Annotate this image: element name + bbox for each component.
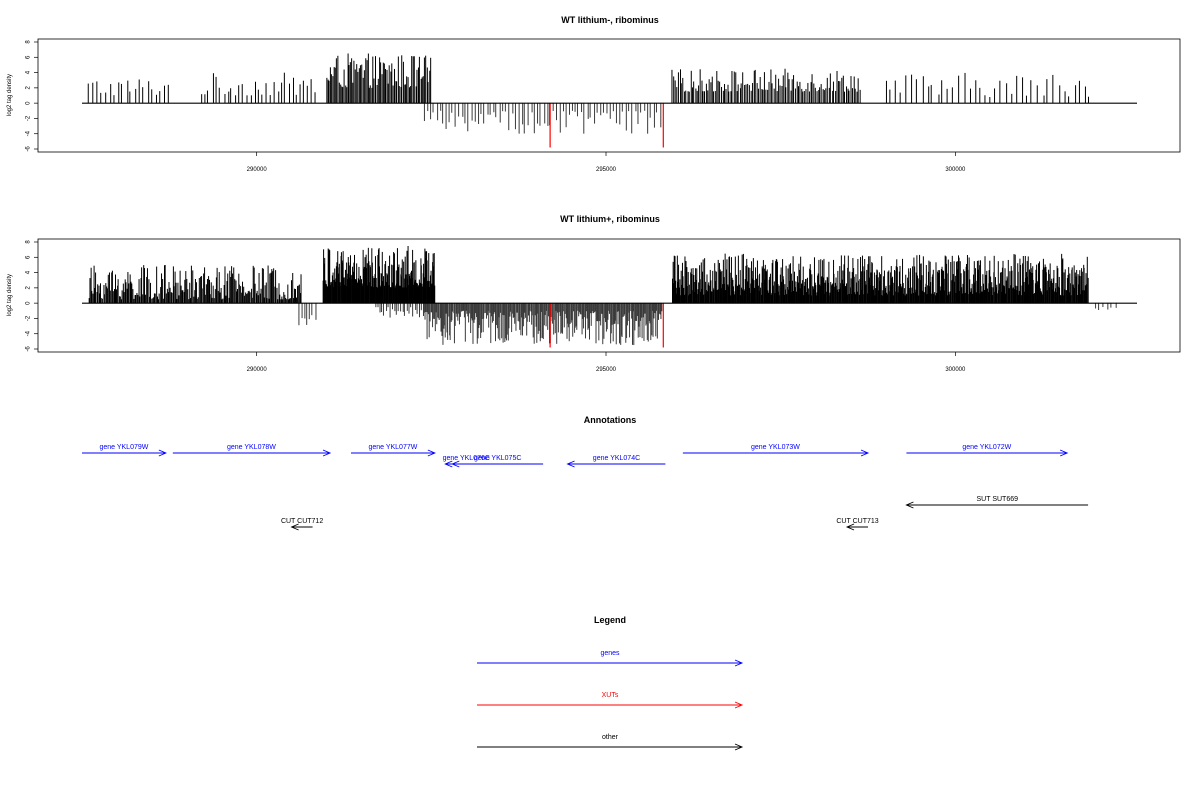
feature-arrowhead (860, 449, 870, 457)
y-tick-label: 4 (26, 70, 32, 74)
y-tick-label: -4 (26, 330, 32, 336)
feature-label: gene YKL074C (593, 455, 640, 462)
x-tick-label: 295000 (596, 167, 617, 173)
legend-arrowhead (734, 659, 744, 667)
legend: Legend genes XUTs other (477, 615, 744, 751)
feature-arrowhead (427, 449, 436, 457)
feature-label: CUT CUT712 (281, 518, 323, 525)
feature-label: CUT CUT713 (836, 518, 878, 525)
plot-frame (37, 38, 1181, 153)
legend-items: genes XUTs other (477, 650, 744, 751)
y-tick-label: -2 (26, 315, 32, 321)
feature-label: SUT SUT669 (977, 496, 1019, 503)
feature-arrowhead (1059, 449, 1069, 457)
feature-label: gene YKL073W (751, 444, 800, 451)
density-bars (82, 53, 1137, 148)
density-bars (82, 245, 1137, 348)
annotation-gene-ykl072w: gene YKL072W (906, 444, 1069, 457)
feature-arrowhead (322, 449, 332, 457)
y-tick-label: 0 (26, 101, 32, 105)
y-tick-label: 2 (26, 86, 32, 90)
track-panel-lithium-minus: WT lithium-, ribominus log2 tag density … (7, 15, 1181, 173)
annotation-features: gene YKL079W gene YKL078W gene YKL077W gene… (82, 444, 1089, 531)
x-axis: 290000 295000 300000 (247, 352, 966, 373)
annotation-cut-cut713: CUT CUT713 (836, 518, 879, 531)
feature-label: gene YKL072W (962, 444, 1011, 451)
legend-label: XUTs (602, 692, 619, 699)
y-axis: 8 6 4 2 0 -2 -4 -6 (26, 40, 38, 152)
x-tick-label: 290000 (247, 167, 268, 173)
y-axis: 8 6 4 2 0 -2 -4 -6 (26, 240, 38, 352)
y-tick-label: 6 (26, 255, 32, 259)
panel-title: WT lithium-, ribominus (561, 15, 659, 25)
annotation-gene-ykl079w: gene YKL079W (82, 444, 167, 457)
legend-label: genes (600, 650, 620, 657)
y-tick-label: 8 (26, 40, 32, 44)
feature-arrowhead (566, 460, 575, 468)
y-tick-label: -4 (26, 130, 32, 136)
legend-title: Legend (594, 615, 626, 625)
x-tick-label: 295000 (596, 367, 617, 373)
feature-arrowhead (845, 523, 855, 531)
annotations-title: Annotations (584, 415, 637, 425)
feature-arrowhead (158, 449, 167, 457)
feature-arrowhead (290, 523, 299, 531)
y-tick-label: 8 (26, 240, 32, 244)
feature-label: gene YKL076C (443, 455, 490, 462)
annotation-cut-cut712: CUT CUT712 (281, 518, 323, 531)
feature-label: gene YKL077W (368, 444, 417, 451)
annotation-gene-ykl073w: gene YKL073W (682, 444, 870, 457)
annotation-gene-ykl074c: gene YKL074C (566, 455, 666, 468)
annotation-gene-ykl078w: gene YKL078W (172, 444, 332, 457)
annotations-track: Annotations gene YKL079W gene YKL078W gene… (82, 415, 1089, 531)
y-axis-label: log2 tag density (7, 74, 13, 116)
y-tick-label: -6 (26, 146, 32, 152)
x-tick-label: 290000 (247, 367, 268, 373)
feature-arrowhead (451, 460, 460, 468)
y-tick-label: 0 (26, 301, 32, 305)
y-axis-label: log2 tag density (7, 274, 13, 316)
x-tick-label: 300000 (945, 167, 966, 173)
annotation-sut-sut669: SUT SUT669 (905, 496, 1089, 509)
y-tick-label: 6 (26, 55, 32, 59)
y-tick-label: -6 (26, 346, 32, 352)
y-tick-label: 2 (26, 286, 32, 290)
feature-label: gene YKL075C (474, 455, 521, 462)
feature-label: gene YKL079W (99, 444, 148, 451)
legend-item-other: other (477, 734, 744, 751)
y-tick-label: -2 (26, 115, 32, 121)
panel-title: WT lithium+, ribominus (560, 214, 660, 224)
legend-item-xuts: XUTs (477, 692, 744, 709)
feature-label: gene YKL078W (227, 444, 276, 451)
y-tick-label: 4 (26, 270, 32, 274)
track-panel-lithium-plus: WT lithium+, ribominus log2 tag density … (7, 214, 1181, 373)
x-axis: 290000 295000 300000 (247, 152, 966, 173)
annotation-gene-ykl075c: gene YKL075C (451, 455, 544, 468)
legend-item-genes: genes (477, 650, 744, 667)
plot-frame (37, 238, 1181, 353)
feature-arrowhead (444, 460, 453, 468)
annotation-gene-ykl077w: gene YKL077W (350, 444, 436, 457)
legend-arrowhead (734, 701, 744, 709)
legend-label: other (602, 734, 619, 741)
legend-arrowhead (734, 743, 744, 751)
x-tick-label: 300000 (945, 367, 966, 373)
feature-arrowhead (905, 501, 914, 509)
